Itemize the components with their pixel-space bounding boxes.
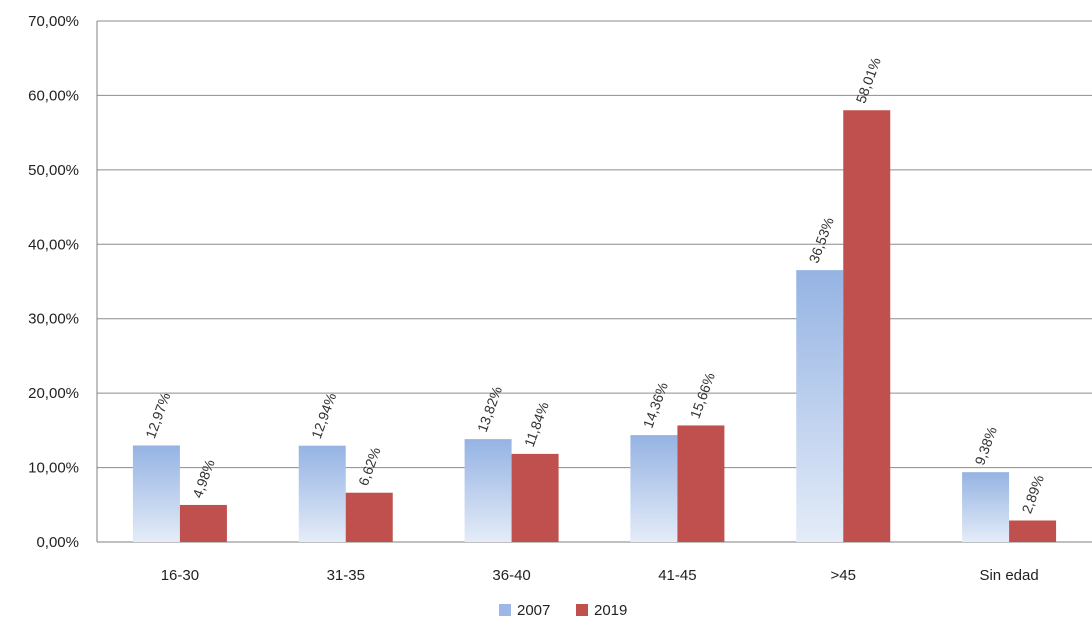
y-tick-label: 60,00% xyxy=(28,87,79,104)
x-tick-label: 41-45 xyxy=(658,567,696,584)
y-tick-label: 40,00% xyxy=(28,236,79,253)
bar-2019-36-40 xyxy=(511,453,559,542)
y-tick-label: 10,00% xyxy=(28,460,79,477)
data-label: 15,66% xyxy=(687,370,718,420)
legend-label: 2007 xyxy=(517,602,550,619)
x-tick-label: Sin edad xyxy=(979,567,1038,584)
bars xyxy=(132,110,1057,542)
y-tick-label: 20,00% xyxy=(28,385,79,402)
data-label: 14,36% xyxy=(640,380,671,430)
x-tick-label: 31-35 xyxy=(327,567,365,584)
y-axis: 0,00% 10,00% 20,00% 30,00% 40,00% 50,00% 60,00… xyxy=(28,13,98,551)
bar-2007-31-35 xyxy=(298,445,346,542)
gridlines xyxy=(97,20,1092,543)
bar-2007-Sin edad xyxy=(962,472,1010,542)
data-label: 2,89% xyxy=(1018,473,1047,516)
bar-2019-Sin edad xyxy=(1009,520,1057,542)
legend-label: 2019 xyxy=(594,602,627,619)
x-axis: 16-30 31-35 36-40 41-45 >45 Sin edad xyxy=(161,567,1039,584)
bar-2007-36-40 xyxy=(464,439,512,542)
bar-2019-16-30 xyxy=(179,504,227,542)
bar-2019-31-35 xyxy=(345,492,393,542)
bar-2007-41-45 xyxy=(630,435,678,542)
data-label: 12,97% xyxy=(142,390,173,440)
bar-2007-16-30 xyxy=(132,445,180,542)
y-tick-label: 50,00% xyxy=(28,162,79,179)
bar-2019->45 xyxy=(843,110,891,542)
data-label: 12,94% xyxy=(308,391,339,441)
legend-swatch-2007 xyxy=(499,604,511,616)
y-tick-label: 30,00% xyxy=(28,311,79,328)
bar-2007->45 xyxy=(796,270,844,542)
data-label: 13,82% xyxy=(474,384,505,434)
y-tick-label: 0,00% xyxy=(36,534,79,551)
data-label: 4,98% xyxy=(189,457,218,500)
data-label: 9,38% xyxy=(971,424,1000,467)
data-label: 6,62% xyxy=(355,445,384,488)
data-label: 36,53% xyxy=(806,215,837,265)
x-tick-label: >45 xyxy=(831,567,856,584)
data-labels: 12,97% 4,98% 12,94% 6,62% 13,82% 11,84% 14,36%… xyxy=(142,55,1047,515)
data-label: 58,01% xyxy=(853,55,884,105)
x-tick-label: 16-30 xyxy=(161,567,199,584)
x-tick-label: 36-40 xyxy=(492,567,530,584)
y-tick-label: 70,00% xyxy=(28,13,79,30)
bar-2019-41-45 xyxy=(677,425,725,542)
legend-swatch-2019 xyxy=(576,604,588,616)
data-label: 11,84% xyxy=(521,400,552,449)
legend: 2007 2019 xyxy=(499,602,627,619)
